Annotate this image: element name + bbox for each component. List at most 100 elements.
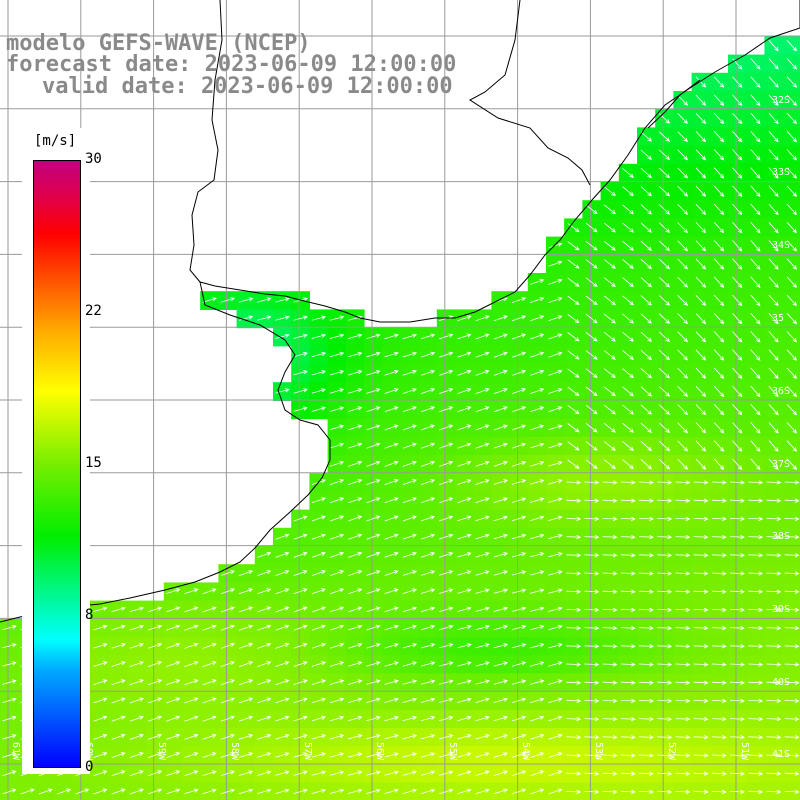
wind-arrow [622,295,634,306]
wind-arrow [677,404,689,416]
wind-arrow [111,697,126,704]
wind-arrow [768,349,779,361]
wind-arrow [748,680,764,685]
wind-arrow [695,94,707,106]
wind-arrow [657,553,673,558]
wind-arrow [457,588,472,594]
wind-arrow [147,697,163,704]
wind-arrow [348,697,363,703]
wind-arrow [439,588,454,594]
wind-arrow [366,643,381,649]
wind-arrow [639,625,654,631]
wind-arrow [548,442,563,449]
wind-arrow [711,625,727,631]
wind-arrow [511,533,527,540]
wind-arrow [366,388,381,394]
wind-arrow [658,240,671,252]
wind-arrow [311,661,327,667]
wind-arrow [695,440,707,452]
wind-arrow [329,388,345,394]
wind-arrow [548,588,563,594]
wind-arrow [732,349,743,361]
wind-arrow [693,607,709,613]
wind-arrow [384,515,399,522]
wind-arrow [384,333,399,340]
wind-arrow [293,715,308,722]
wind-arrow [567,277,580,287]
wind-arrow [293,661,308,667]
wind-arrow [730,589,745,594]
wind-arrow [713,112,725,125]
wind-arrow [603,259,616,269]
wind-arrow [693,589,709,594]
wind-arrow [750,149,761,161]
wind-arrow [713,240,725,252]
wind-arrow [402,588,418,594]
wind-arrow [584,589,600,594]
wind-arrow [732,422,743,434]
wind-arrow [620,625,636,631]
wind-arrow [748,553,764,558]
wind-arrow [420,715,436,722]
wind-arrow [293,752,308,758]
wind-arrow [566,553,582,558]
wind-arrow [695,76,707,88]
wind-arrow [548,424,563,431]
wind-arrow [457,515,472,522]
wind-arrow [566,589,582,594]
wind-arrow [348,460,363,467]
wind-arrow [693,716,709,722]
wind-arrow [602,644,618,649]
wind-arrow [639,680,654,685]
wind-arrow [566,534,582,540]
wind-arrow [695,185,707,197]
wind-arrow [693,644,709,649]
wind-arrow [457,497,472,504]
wind-arrow [585,368,598,378]
wind-arrow [420,551,436,558]
wind-arrow [202,715,217,722]
wind-arrow [166,588,181,594]
wind-arrow [293,551,308,558]
wind-arrow [147,661,163,667]
wind-arrow [420,460,436,467]
wind-arrow [366,479,381,485]
wind-arrow [695,404,707,416]
wind-arrow [439,424,454,431]
wind-arrow [220,697,235,704]
wind-arrow [640,186,652,197]
wind-arrow [711,698,727,704]
wind-arrow [750,203,761,216]
wind-arrow [329,606,345,613]
wind-arrow [384,752,399,758]
wind-arrow [657,625,673,631]
wind-arrow [766,625,782,631]
wind-arrow [711,753,727,758]
wind-arrow [2,624,17,631]
legend-tick-22: 22 [85,303,102,319]
wind-arrow [584,644,600,649]
wind-arrow [602,480,618,485]
wind-arrow [511,752,527,758]
wind-speed-cell [782,273,800,292]
wind-arrow [713,367,725,379]
wind-arrow [511,297,527,303]
wind-arrow [730,480,745,485]
wind-arrow [529,570,545,576]
wind-arrow [311,606,326,613]
wind-arrow [475,460,490,467]
wind-arrow [786,167,797,179]
wind-arrow [548,388,563,394]
wind-arrow [695,131,707,143]
wind-arrow [730,534,745,540]
wind-speed-cell [673,782,693,800]
wind-arrow [675,753,691,758]
wind-arrow [147,624,163,631]
wind-arrow [748,625,764,631]
wind-arrow [420,788,436,794]
wind-arrow [566,680,582,685]
wind-arrow [511,497,527,503]
wind-arrow [584,480,600,485]
wind-arrow [420,497,436,504]
wind-arrow [730,662,745,667]
